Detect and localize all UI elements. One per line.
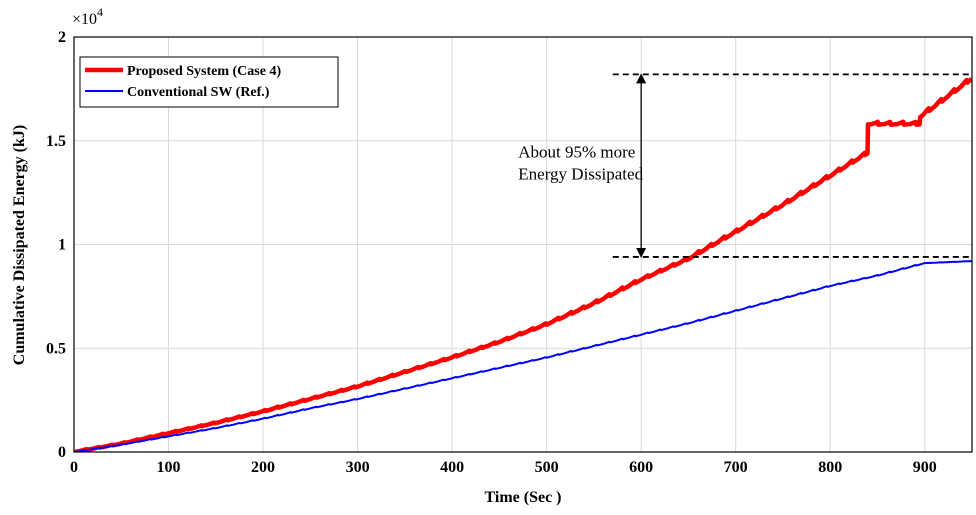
x-axis-label: Time (Sec ) xyxy=(484,489,561,506)
series-line xyxy=(74,260,972,452)
x-tick-label: 0 xyxy=(70,459,78,476)
annotation-text: About 95% more xyxy=(518,142,635,161)
y-exponent-label: ×104 xyxy=(72,5,103,28)
series-line xyxy=(74,77,972,452)
y-tick-label: 1 xyxy=(58,237,66,254)
x-tick-label: 200 xyxy=(251,459,275,476)
y-tick-label: 1.5 xyxy=(46,133,66,150)
legend-label: Conventional SW (Ref.) xyxy=(127,85,270,100)
tick-layer: 0 100 200 300 400 500 600 700 800 900 0 0.5 1 1.5 2 xyxy=(46,29,937,476)
x-tick-label: 300 xyxy=(346,459,370,476)
annotation-layer: About 95% more Energy Dissipated xyxy=(518,73,972,258)
x-tick-label: 900 xyxy=(913,459,937,476)
legend-label: Proposed System (Case 4) xyxy=(127,64,281,79)
y-tick-label: 0.5 xyxy=(46,340,66,357)
x-tick-label: 100 xyxy=(157,459,181,476)
x-tick-label: 800 xyxy=(818,459,842,476)
y-axis-label: Cumulative Dissipated Energy (kJ) xyxy=(11,125,28,365)
x-tick-label: 700 xyxy=(724,459,748,476)
legend-box xyxy=(79,56,339,108)
x-tick-label: 400 xyxy=(440,459,464,476)
annotation-text: Energy Dissipated xyxy=(518,164,643,183)
x-tick-label: 600 xyxy=(629,459,653,476)
series-layer xyxy=(74,77,972,452)
legend: Proposed System (Case 4) Conventional SW … xyxy=(79,56,339,108)
y-tick-label: 0 xyxy=(58,444,66,461)
plot-frame xyxy=(73,36,973,453)
y-tick-label: 2 xyxy=(58,29,66,46)
x-tick-label: 500 xyxy=(535,459,559,476)
